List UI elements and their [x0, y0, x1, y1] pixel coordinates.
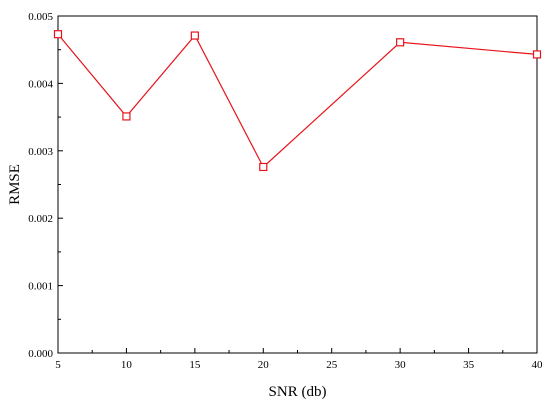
x-tick-label: 10 — [121, 359, 133, 371]
x-axis-ticks: 5 10 15 20 25 30 35 40 — [55, 348, 543, 371]
x-tick-label: 5 — [55, 359, 61, 371]
data-point-marker — [259, 162, 268, 172]
plot-area-frame — [57, 15, 538, 354]
y-tick-label: 0.005 — [28, 11, 53, 23]
y-axis-title: RMSE — [7, 164, 23, 205]
y-tick-label: 0.001 — [28, 281, 53, 293]
x-tick-label: 20 — [258, 359, 270, 371]
x-axis-title: SNR (db) — [269, 384, 327, 400]
y-tick-label: 0.000 — [28, 348, 53, 360]
series-layer — [53, 30, 542, 172]
x-tick-label: 25 — [326, 359, 338, 371]
x-tick-label: 15 — [189, 359, 201, 371]
y-axis-ticks: 0.000 0.001 0.002 0.003 0.004 0.005 — [28, 11, 63, 360]
data-point-marker — [53, 30, 63, 39]
series-line — [57, 33, 538, 168]
data-point-marker — [190, 31, 199, 40]
data-point-marker — [532, 50, 542, 59]
y-tick-label: 0.004 — [28, 78, 53, 90]
data-point-marker — [396, 38, 405, 47]
y-tick-label: 0.003 — [28, 146, 53, 158]
x-tick-label: 40 — [532, 359, 544, 371]
x-tick-label: 30 — [395, 359, 407, 371]
x-tick-label: 35 — [463, 359, 475, 371]
y-tick-label: 0.002 — [28, 213, 53, 225]
data-point-marker — [122, 112, 131, 121]
